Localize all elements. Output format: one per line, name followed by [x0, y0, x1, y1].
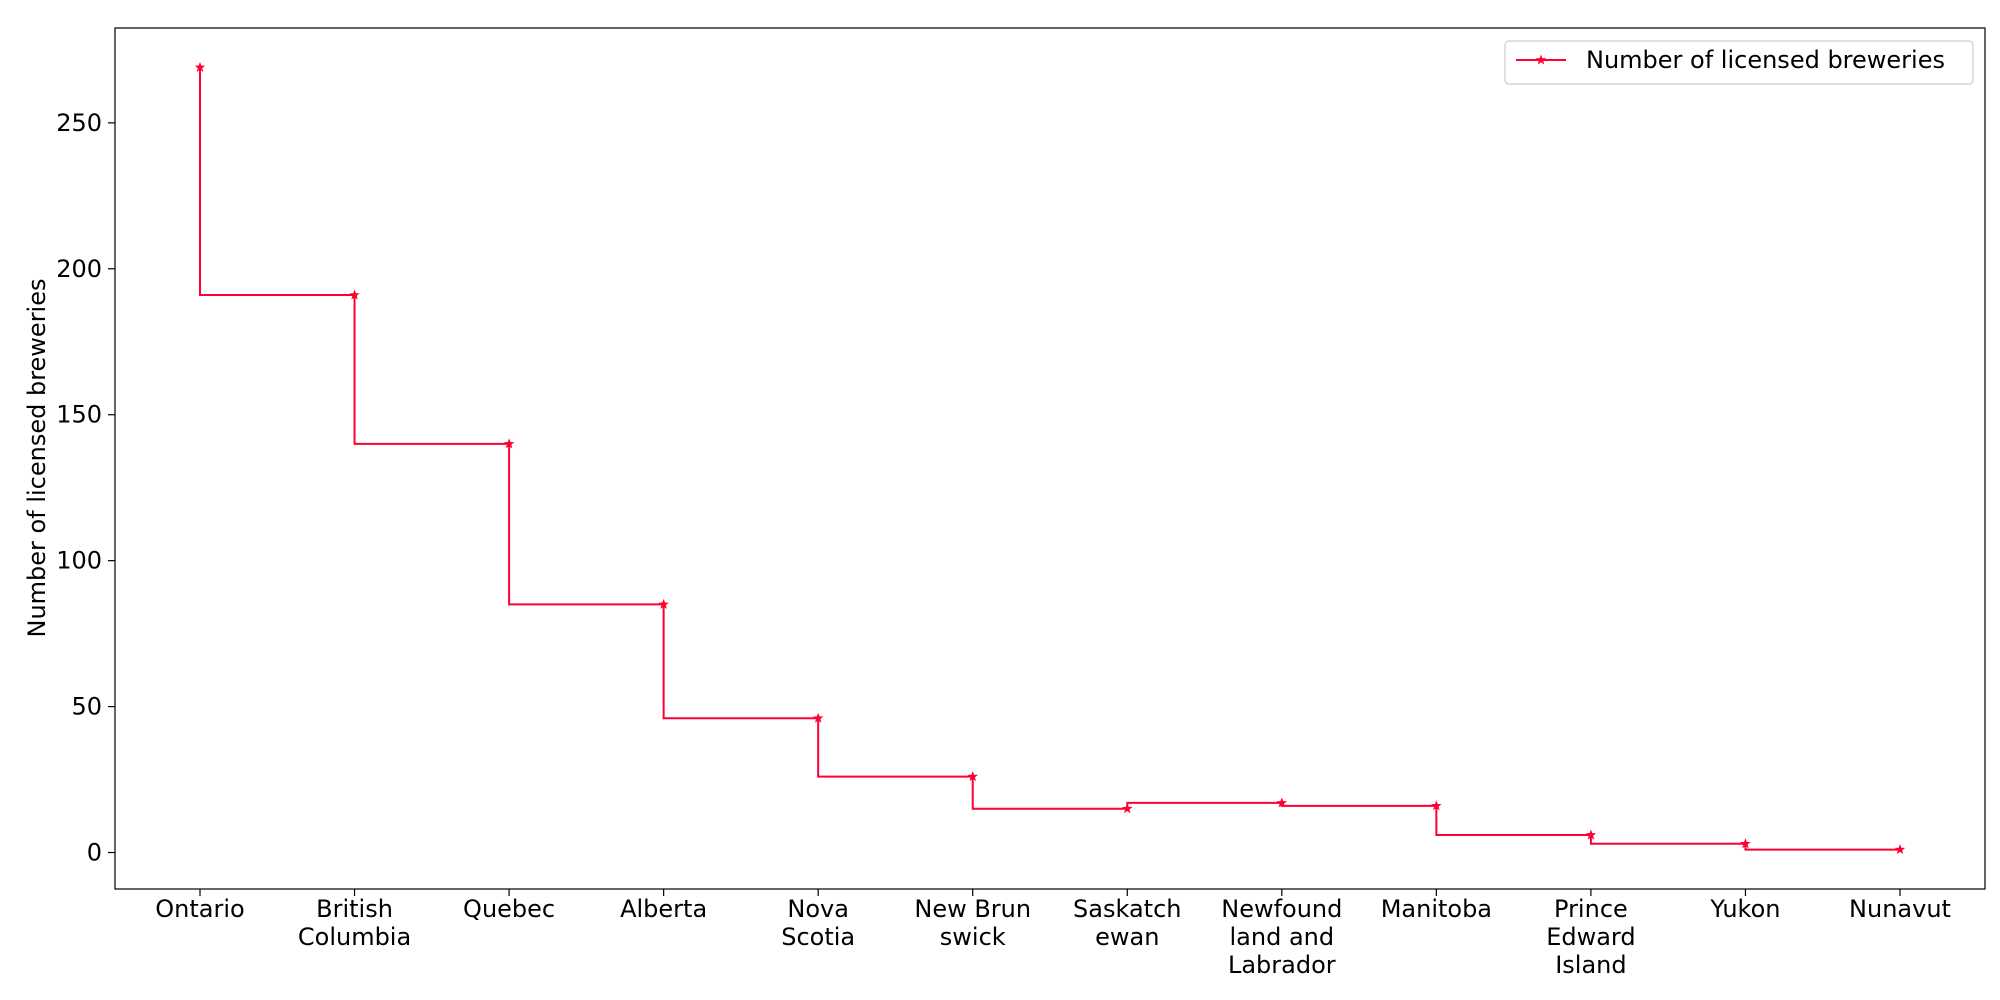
x-tick-label: Nova Scotia	[781, 895, 855, 951]
x-tick-label: Alberta	[620, 895, 707, 923]
y-axis-title: Number of licensed breweries	[23, 279, 51, 638]
data-point-marker	[194, 61, 206, 72]
series-markers	[194, 61, 1906, 855]
x-tick-label: Saskatch ewan	[1073, 895, 1181, 951]
legend-label: Number of licensed breweries	[1586, 46, 1945, 74]
x-axis: Ontario British Columbia Quebec Alberta Nova S…	[155, 889, 1951, 979]
data-point-marker	[1431, 800, 1442, 811]
x-tick-label: New Brun swick	[914, 895, 1031, 951]
y-tick-label: 200	[56, 255, 102, 283]
y-tick-label: 0	[87, 839, 102, 867]
legend-box	[1504, 40, 1974, 85]
data-point-marker	[812, 712, 824, 723]
y-tick-label: 50	[71, 693, 102, 721]
data-point-marker	[1276, 797, 1288, 808]
y-axis: 0 50 100 150 200 250	[56, 109, 115, 867]
x-tick-label: Manitoba	[1381, 895, 1492, 923]
x-tick-label: Yukon	[1709, 895, 1780, 923]
x-tick-label: Nunavut	[1849, 895, 1951, 923]
series-line	[199, 67, 1900, 851]
data-point-marker	[349, 289, 360, 300]
plot-area	[114, 27, 1986, 890]
data-point-marker	[1122, 803, 1133, 814]
data-point-marker	[1894, 844, 1906, 855]
x-tick-label: Newfound land and Labrador	[1221, 895, 1342, 979]
x-tick-label: British Columbia	[298, 895, 411, 951]
data-point-marker	[503, 438, 515, 449]
legend-swatch-marker	[1535, 54, 1547, 65]
y-tick-label: 250	[56, 109, 102, 137]
data-point-marker	[658, 598, 669, 609]
data-point-marker	[967, 771, 978, 782]
data-point-marker	[1740, 838, 1751, 849]
y-tick-label: 150	[56, 401, 102, 429]
y-tick-label: 100	[56, 547, 102, 575]
x-tick-label: Prince Edward Island	[1546, 895, 1635, 979]
x-tick-label: Ontario	[155, 895, 244, 923]
x-tick-label: Quebec	[463, 895, 555, 923]
data-point-marker	[1585, 829, 1597, 840]
legend: Number of licensed breweries	[1504, 40, 1974, 85]
